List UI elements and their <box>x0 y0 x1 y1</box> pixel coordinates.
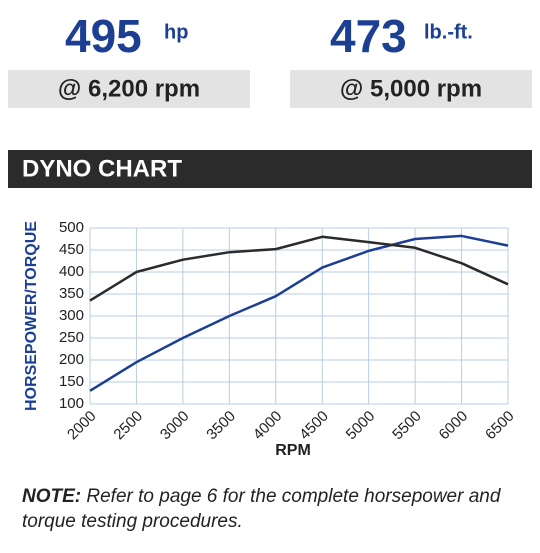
y-tick-label: 300 <box>59 307 84 324</box>
x-tick-label: 5500 <box>389 408 425 444</box>
x-tick-label: 5000 <box>343 408 379 444</box>
line-series <box>89 235 509 302</box>
x-tick-label: 3000 <box>157 408 193 444</box>
x-tick-label: 4000 <box>250 408 286 444</box>
y-tick-label: 450 <box>59 241 84 258</box>
y-tick-label: 200 <box>59 351 84 368</box>
y-tick-label: 350 <box>59 285 84 302</box>
x-axis-label: RPM <box>275 442 311 459</box>
note-label: NOTE: <box>22 486 82 507</box>
y-tick-label: 400 <box>59 263 84 280</box>
x-tick-label: 3500 <box>203 408 239 444</box>
y-tick-label: 500 <box>59 219 84 236</box>
stat-condition: @ 6,200 rpm <box>58 75 200 102</box>
stat-condition: @ 5,000 rpm <box>340 75 482 102</box>
section-bar <box>8 150 532 188</box>
x-tick-label: 2500 <box>110 408 146 444</box>
stat-box <box>8 70 250 108</box>
y-tick-label: 250 <box>59 329 84 346</box>
stat-value: 473 <box>330 10 407 62</box>
stat-value: 495 <box>65 10 142 62</box>
note-text: Refer to page 6 for the complete horsepo… <box>22 486 501 532</box>
line-series <box>89 234 509 392</box>
section-title: DYNO CHART <box>22 155 182 182</box>
x-tick-label: 6000 <box>436 408 472 444</box>
x-tick-label: 2000 <box>64 408 100 444</box>
y-axis-label: HORSEPOWER/TORQUE <box>23 221 40 411</box>
main: 495 hp @ 6,200 rpm 473 lb.-ft. @ 5,000 r… <box>8 10 532 459</box>
y-tick-label: 100 <box>59 395 84 412</box>
stat-box <box>290 70 532 108</box>
stat-unit: lb.-ft. <box>424 21 473 43</box>
x-tick-label: 4500 <box>296 408 332 444</box>
x-tick-label: 6500 <box>482 408 518 444</box>
stat-unit: hp <box>164 21 188 43</box>
y-tick-label: 150 <box>59 373 84 390</box>
note: NOTE: Refer to page 6 for the complete h… <box>22 484 527 534</box>
